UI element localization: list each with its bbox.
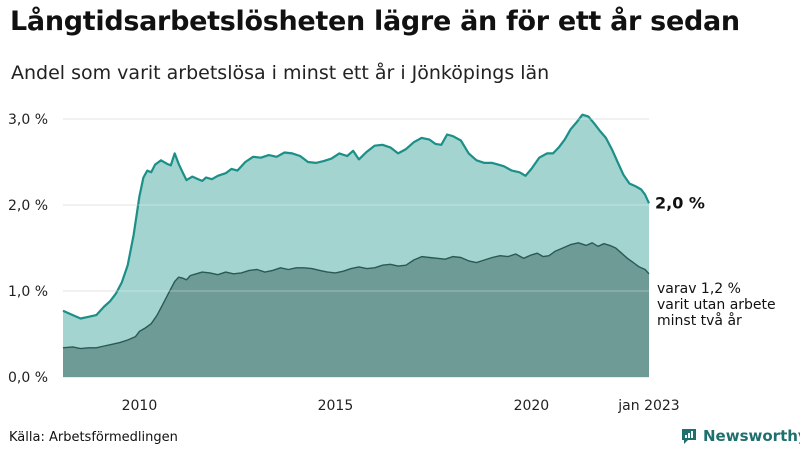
y-tick-label: 1,0 %	[8, 284, 48, 300]
x-tick-label: 2015	[318, 398, 354, 414]
line-total	[62, 113, 651, 320]
x-tick-label: 2010	[122, 398, 158, 414]
chart-title: Långtidsarbetslösheten lägre än för ett …	[10, 6, 740, 37]
chart-logo-icon	[682, 429, 696, 444]
secondary-value-label: varav 1,2 % varit utan arbete minst två år	[657, 281, 776, 329]
brand-name: Newsworthy	[703, 427, 800, 445]
x-tick-label: jan 2023	[617, 398, 679, 414]
area-chart: 0,0 % 1,0 % 2,0 % 3,0 % 2010 2015 2020 jan 202…	[8, 112, 776, 414]
secondary-label-line: varav 1,2 %	[657, 281, 741, 297]
x-tick-label: 2020	[514, 398, 550, 414]
gridlines-overlay	[63, 118, 649, 292]
source-text: Källa: Arbetsförmedlingen	[9, 430, 178, 445]
end-value-label: 2,0 %	[655, 193, 705, 212]
y-tick-label: 2,0 %	[8, 198, 48, 214]
x-axis: 2010 2015 2020 jan 2023	[122, 398, 680, 414]
line-two-years	[62, 242, 650, 350]
secondary-label-line: minst två år	[657, 312, 742, 329]
secondary-label-line: varit utan arbete	[657, 297, 776, 313]
area-two-years	[63, 242, 649, 377]
chart-subtitle: Andel som varit arbetslösa i minst ett å…	[11, 62, 550, 84]
brand-logo: Newsworthy	[680, 427, 800, 445]
y-tick-label: 0,0 %	[8, 370, 48, 386]
y-tick-label: 3,0 %	[8, 112, 48, 128]
y-axis: 0,0 % 1,0 % 2,0 % 3,0 %	[8, 112, 48, 386]
